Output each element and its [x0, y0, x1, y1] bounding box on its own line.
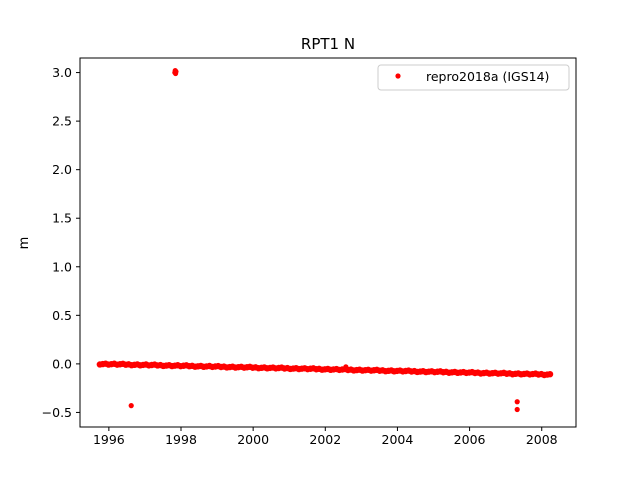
x-tick-label: 2002 — [309, 432, 341, 447]
x-tick-label: 1998 — [165, 432, 197, 447]
legend-box — [377, 64, 570, 91]
x-tick-label: 2006 — [454, 432, 486, 447]
x-tick-label: 2000 — [237, 432, 269, 447]
x-tick-label: 2008 — [526, 432, 558, 447]
y-tick-label: 1.0 — [52, 259, 72, 274]
axes-frame — [79, 57, 577, 428]
chart-title: RPT1 N — [301, 35, 355, 53]
legend: repro2018a (IGS14) — [377, 64, 570, 91]
y-tick-label: 0.0 — [52, 356, 72, 371]
data-point-outlier — [514, 406, 520, 413]
x-tick-label: 1996 — [93, 432, 125, 447]
data-point-outlier — [172, 70, 179, 77]
legend-label: repro2018a (IGS14) — [426, 69, 549, 84]
data-point — [546, 371, 554, 378]
y-tick-label: 2.0 — [52, 162, 72, 177]
y-tick-label: 2.5 — [52, 114, 72, 129]
data-point-outlier — [128, 403, 134, 409]
y-tick-label: 1.5 — [52, 211, 72, 226]
y-tick-label: 0.5 — [52, 308, 72, 323]
x-axis: 1996 1998 2000 2002 2004 2006 2008 — [93, 427, 558, 447]
data-point-outlier — [514, 399, 520, 405]
data-marks — [96, 68, 554, 413]
y-tick-label: 3.0 — [52, 65, 72, 80]
data-point-outlier — [343, 364, 349, 370]
y-axis: −0.5 0.0 0.5 1.0 1.5 2.0 2.5 3.0 — [42, 65, 80, 420]
x-tick-label: 2004 — [382, 432, 414, 447]
y-tick-label: −0.5 — [42, 405, 72, 420]
legend-marker — [395, 73, 401, 79]
y-axis-title: m — [17, 237, 32, 250]
